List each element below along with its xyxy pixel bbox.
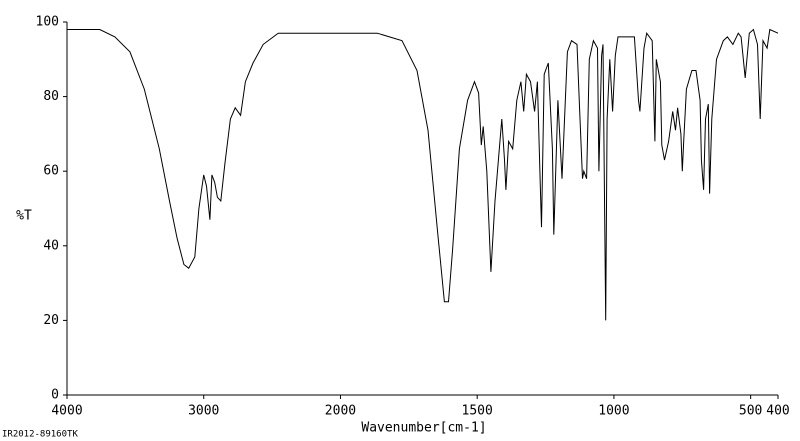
- y-tick-label: 40: [43, 238, 59, 253]
- x-tick-label: 3000: [188, 404, 219, 419]
- y-tick-label: 20: [43, 313, 59, 328]
- footer-code: IR2012-89160TK: [2, 430, 78, 440]
- y-tick-label: 80: [43, 89, 59, 104]
- x-tick-label: 500: [739, 404, 762, 419]
- x-tick-label: 1000: [598, 404, 629, 419]
- x-axis-label: Wavenumber[cm-1]: [361, 421, 486, 436]
- y-tick-label: 100: [36, 15, 59, 30]
- x-tick-label: 2000: [325, 404, 356, 419]
- y-axis-label: %T: [16, 209, 32, 224]
- x-tick-label: 400: [766, 404, 789, 419]
- y-tick-label: 0: [51, 388, 59, 403]
- spectrum-line: [67, 28, 779, 321]
- x-tick-label: 1500: [462, 404, 493, 419]
- y-tick-label: 60: [43, 164, 59, 179]
- x-tick-label: 4000: [51, 404, 82, 419]
